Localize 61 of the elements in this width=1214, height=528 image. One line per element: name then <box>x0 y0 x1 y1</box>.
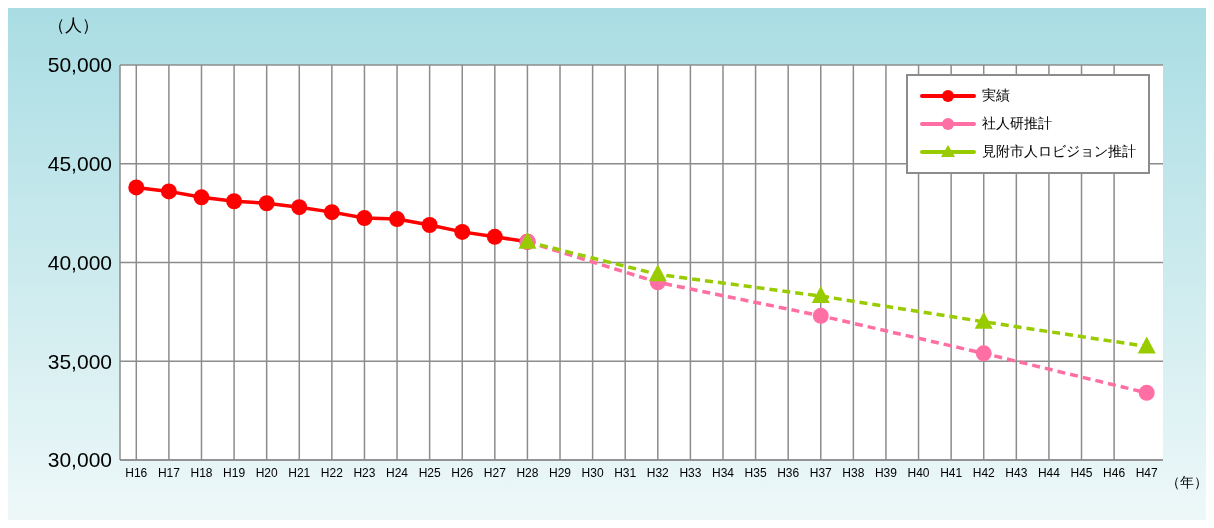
point <box>193 189 210 206</box>
x-tick-label: H35 <box>744 465 767 480</box>
point <box>128 179 145 196</box>
point <box>258 195 275 212</box>
x-tick-label: H22 <box>320 465 344 480</box>
y-axis-title: （人） <box>48 15 99 37</box>
x-tick-label: H44 <box>1037 465 1061 480</box>
point <box>291 199 308 216</box>
x-tick-label: H34 <box>711 465 735 480</box>
x-tick-label: H33 <box>679 465 702 480</box>
x-tick-label: H45 <box>1070 465 1093 480</box>
x-tick-label: H47 <box>1135 465 1159 480</box>
x-tick-label: H39 <box>874 465 898 480</box>
legend-label: 見附市人ロビジョン推計 <box>982 143 1136 161</box>
x-tick-label: H28 <box>516 465 539 480</box>
point <box>160 183 177 200</box>
x-tick-label: H46 <box>1103 465 1126 480</box>
x-tick-label: H24 <box>386 465 409 480</box>
x-axis-title: （年） <box>1166 474 1208 492</box>
x-tick-label: H21 <box>288 465 311 480</box>
point <box>323 204 340 221</box>
y-tick-label: 40,000 <box>47 250 112 274</box>
x-tick-label: H19 <box>223 465 246 480</box>
x-tick-label: H38 <box>842 465 865 480</box>
x-tick-label: H18 <box>190 465 213 480</box>
y-tick-label: 35,000 <box>47 349 112 373</box>
x-tick-label: H43 <box>1005 465 1028 480</box>
point <box>811 286 830 304</box>
y-tick-label: 30,000 <box>47 448 112 472</box>
x-tick-label: H26 <box>451 465 474 480</box>
x-tick-label: H20 <box>255 465 278 480</box>
y-tick-label: 45,000 <box>47 152 112 176</box>
point <box>1137 336 1156 354</box>
x-tick-label: H17 <box>157 465 181 480</box>
x-tick-label: H31 <box>614 465 637 480</box>
legend-label: 社人研推計 <box>982 115 1052 133</box>
point <box>356 210 373 227</box>
point <box>648 264 667 282</box>
point <box>486 228 503 245</box>
point <box>389 211 406 228</box>
x-tick-label: H29 <box>549 465 572 480</box>
point <box>226 193 243 210</box>
point <box>975 345 992 362</box>
x-tick-label: H16 <box>125 465 148 480</box>
x-tick-label: H41 <box>940 465 963 480</box>
x-tick-label: H36 <box>777 465 800 480</box>
x-tick-label: H32 <box>646 465 670 480</box>
point <box>454 223 471 240</box>
x-tick-label: H23 <box>353 465 376 480</box>
x-tick-label: H25 <box>418 465 441 480</box>
point <box>812 307 829 324</box>
legend-label: 実績 <box>982 87 1010 105</box>
point <box>421 216 438 233</box>
x-tick-label: H37 <box>809 465 833 480</box>
point <box>1138 384 1155 401</box>
x-tick-label: H30 <box>581 465 604 480</box>
y-tick-label: 50,000 <box>47 53 112 77</box>
x-tick-label: H40 <box>907 465 930 480</box>
x-tick-label: H27 <box>483 465 507 480</box>
point <box>974 311 993 329</box>
x-tick-label: H42 <box>972 465 996 480</box>
